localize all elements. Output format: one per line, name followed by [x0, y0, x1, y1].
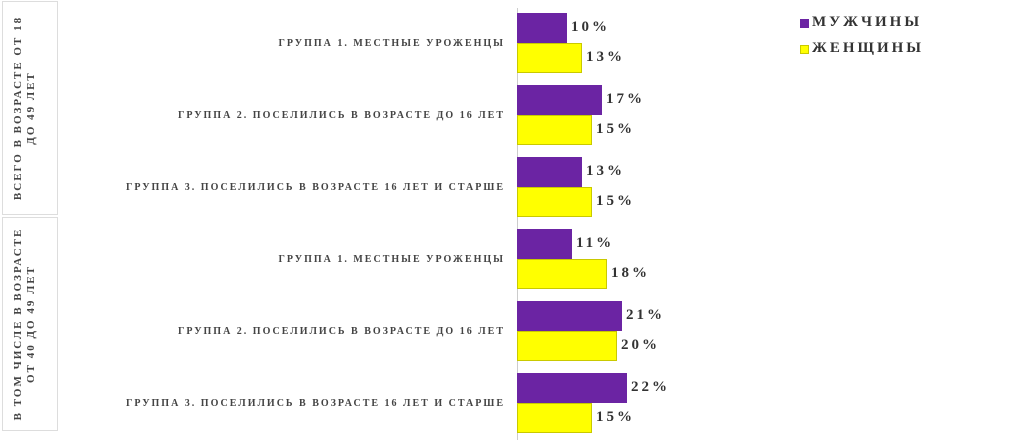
group-frame — [2, 217, 58, 431]
group-label: В ТОМ ЧИСЛЕ В ВОЗРАСТЕ ОТ 40 ДО 49 ЛЕТ — [12, 227, 37, 421]
legend-label: ЖЕНЩИНЫ — [812, 40, 925, 56]
bar — [517, 259, 607, 289]
group-label: ВСЕГО В ВОЗРАСТЕ ОТ 18 ДО 49 ЛЕТ — [12, 15, 37, 201]
value-label: 20% — [621, 337, 660, 353]
bar — [517, 157, 582, 187]
value-label: 15% — [596, 193, 635, 209]
value-label: 21% — [626, 307, 665, 323]
value-label: 13% — [586, 163, 625, 179]
bar — [517, 229, 572, 259]
bar — [517, 187, 592, 217]
category-label: ГРУППА 3. ПОСЕЛИЛИСЬ В ВОЗРАСТЕ 16 ЛЕТ И… — [125, 397, 505, 409]
category-label: ГРУППА 3. ПОСЕЛИЛИСЬ В ВОЗРАСТЕ 16 ЛЕТ И… — [125, 181, 505, 193]
bar — [517, 373, 627, 403]
value-label: 10% — [571, 19, 610, 35]
category-label: ГРУППА 1. МЕСТНЫЕ УРОЖЕНЦЫ — [278, 253, 505, 265]
value-label: 15% — [596, 409, 635, 425]
group-frame — [2, 1, 58, 215]
value-label: 13% — [586, 49, 625, 65]
category-label: ГРУППА 2. ПОСЕЛИЛИСЬ В ВОЗРАСТЕ ДО 16 ЛЕ… — [177, 109, 505, 121]
value-label: 11% — [576, 235, 615, 251]
category-label: ГРУППА 2. ПОСЕЛИЛИСЬ В ВОЗРАСТЕ ДО 16 ЛЕ… — [177, 325, 505, 337]
axis-line — [517, 8, 518, 440]
value-label: 15% — [596, 121, 635, 137]
value-label: 17% — [606, 91, 645, 107]
bar — [517, 43, 582, 73]
bar — [517, 301, 622, 331]
bar — [517, 331, 617, 361]
bar — [517, 403, 592, 433]
bar — [517, 13, 567, 43]
legend-label: МУЖЧИНЫ — [812, 14, 923, 30]
legend-swatch — [800, 19, 809, 28]
value-label: 18% — [611, 265, 650, 281]
category-label: ГРУППА 1. МЕСТНЫЕ УРОЖЕНЦЫ — [278, 37, 505, 49]
bar — [517, 115, 592, 145]
value-label: 22% — [631, 379, 670, 395]
bar — [517, 85, 602, 115]
legend-swatch — [800, 45, 809, 54]
